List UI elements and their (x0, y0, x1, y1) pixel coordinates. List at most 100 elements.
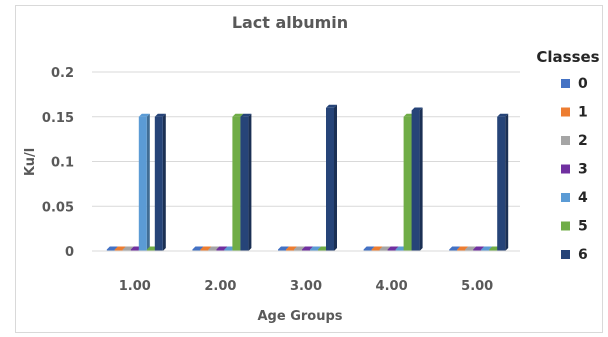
bar-series-1-5.00 (457, 249, 466, 251)
bar-side (146, 113, 150, 251)
y-tick-label: 0.05 (42, 200, 74, 215)
bar-top (326, 104, 337, 108)
bar-top (457, 246, 469, 250)
bar-top (122, 246, 134, 250)
bar-series-5-5.00 (489, 249, 498, 251)
bar-series-2-2.00 (208, 249, 217, 251)
bar-top (302, 246, 313, 250)
bar-series-1-3.00 (286, 249, 294, 251)
bar-top (216, 246, 228, 250)
bar-series-1-1.00 (114, 249, 123, 251)
bar-top (154, 113, 166, 117)
legend-swatch-3 (561, 164, 570, 174)
legend-label: 3 (578, 162, 588, 178)
bar-top (286, 246, 297, 250)
legend-label: 5 (578, 219, 588, 235)
bar-top (387, 246, 399, 250)
bar-series-1-2.00 (200, 249, 209, 251)
y-tick-label: 0.15 (42, 111, 74, 126)
bar-series-2-5.00 (465, 249, 474, 251)
bar-side (334, 104, 337, 251)
bar-series-3-4.00 (387, 249, 396, 251)
legend-label: 1 (578, 105, 588, 121)
bar-top (497, 113, 509, 117)
y-tick-label: 0 (65, 245, 74, 260)
bar-series-4-1.00 (138, 116, 147, 251)
x-tick-label: 5.00 (461, 279, 493, 294)
bar-top (411, 107, 423, 111)
bar-series-2-1.00 (122, 249, 131, 251)
bar-top (232, 113, 244, 117)
bar-top (481, 246, 493, 250)
bar-top (200, 246, 212, 250)
bar-top (294, 246, 305, 250)
bar-series-5-3.00 (318, 249, 326, 251)
bar-series-5-4.00 (403, 116, 412, 251)
bar-top (208, 246, 220, 250)
bar-series-0-1.00 (106, 249, 115, 251)
legend-swatch-5 (561, 221, 570, 231)
bar-side (419, 107, 423, 251)
bar-series-0-3.00 (278, 249, 286, 251)
bar-series-3-2.00 (216, 249, 225, 251)
bar-side (162, 113, 166, 251)
chart-title: Lact albumin (232, 13, 348, 32)
axes: 0 0.05 0.1 0.15 0.2 1.00 2.00 3.00 4.00 5.00 (42, 66, 520, 294)
legend-swatch-2 (561, 136, 570, 145)
bar-series-3-3.00 (302, 249, 310, 251)
bar-series-2-3.00 (294, 249, 302, 251)
y-tick-label: 0.1 (51, 156, 74, 171)
bar-series-5-2.00 (232, 116, 241, 251)
legend-swatch-0 (561, 79, 570, 88)
legend-label: 4 (578, 190, 588, 206)
bar-top (240, 113, 252, 117)
bar-side (505, 113, 509, 251)
bar-series-1-4.00 (371, 249, 380, 251)
x-tick-label: 4.00 (376, 279, 408, 294)
bar-series-0-2.00 (192, 249, 201, 251)
bars (106, 104, 509, 251)
y-axis-label: Ku/l (23, 148, 38, 176)
bar-top (449, 246, 461, 250)
bar-top (371, 246, 383, 250)
bar-series-4-2.00 (224, 249, 233, 251)
bar-series-6-4.00 (411, 110, 420, 251)
x-axis-label: Age Groups (257, 309, 342, 324)
bar-series-6-3.00 (326, 107, 334, 251)
bar-side (248, 113, 252, 251)
bar-top (138, 113, 150, 117)
bar-top (310, 246, 321, 250)
bar-series-6-1.00 (154, 116, 163, 251)
x-tick-label: 2.00 (204, 279, 236, 294)
bar-series-6-5.00 (497, 116, 506, 251)
legend-swatch-1 (561, 107, 570, 117)
legend-title: Classes (536, 48, 599, 66)
bar-top (379, 246, 391, 250)
bar-series-0-4.00 (363, 249, 372, 251)
x-tick-label: 3.00 (290, 279, 322, 294)
bar-top (465, 246, 477, 250)
bar-series-4-3.00 (310, 249, 318, 251)
legend-label: 2 (578, 133, 588, 149)
x-tick-label: 1.00 (119, 279, 151, 294)
legend-label: 0 (578, 76, 588, 92)
bar-series-6-2.00 (240, 116, 249, 251)
bar-series-2-4.00 (379, 249, 388, 251)
bar-top (473, 246, 485, 250)
legend-swatch-6 (561, 250, 570, 259)
bar-top (192, 246, 204, 250)
bar-series-0-5.00 (449, 249, 458, 251)
legend-label: 6 (578, 247, 588, 263)
bar-series-3-5.00 (473, 249, 482, 251)
bar-series-4-5.00 (481, 249, 490, 251)
bar-top (106, 246, 118, 250)
y-tick-label: 0.2 (51, 66, 74, 81)
bar-top (278, 246, 289, 250)
legend: 0 1 2 3 4 5 6 (561, 76, 588, 263)
legend-swatch-4 (561, 193, 570, 202)
bar-series-3-1.00 (130, 249, 139, 251)
bar-series-5-1.00 (146, 249, 155, 251)
bar-top (114, 246, 126, 250)
bar-series-4-4.00 (395, 249, 404, 251)
